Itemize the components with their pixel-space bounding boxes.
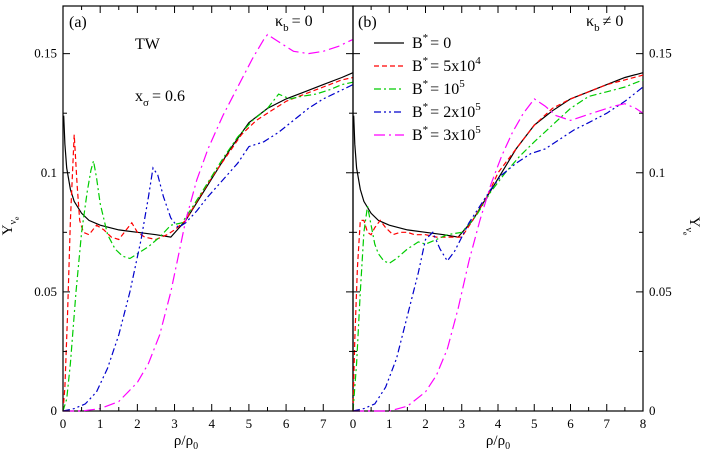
- panel-b-kappa: κb ≠ 0: [586, 13, 623, 34]
- panel-b-x-tick-label-6: 6: [567, 416, 574, 431]
- panel-a-frame: [62, 5, 354, 412]
- panel-a-x-tick-label-3: 3: [171, 416, 178, 431]
- panel-a-ylabel-subsub: e: [12, 216, 21, 220]
- panel-a-y-tick-label-0-1: 0.1: [41, 165, 57, 180]
- panel-a-ylabel-sub: ν: [8, 220, 19, 225]
- panel-b-frame: [352, 5, 644, 412]
- panel-a-y-tick-label-0: 0: [51, 403, 58, 418]
- panel-b-y-axis-title: Yνe: [681, 217, 702, 236]
- panel-b-kappa-base: κ: [586, 13, 594, 30]
- panel-b-xlabel-base: ρ/ρ: [486, 433, 505, 449]
- panel-a-x-ticks: 0 1 2 3 4 5 6 7: [60, 6, 327, 431]
- panel-a-x-tick-label-5: 5: [246, 416, 253, 431]
- panel-b-x-tick-label-5: 5: [531, 416, 538, 431]
- panel-a-series-b-10-5: [62, 81, 354, 412]
- panel-b-x-ticks: 0 1 2 3 4 5 6 7 8: [350, 6, 647, 431]
- panel-a-kappa-sub: b: [283, 22, 289, 34]
- legend-label-b-10-5: B* = 105: [412, 78, 465, 98]
- panel-b-x-tick-label-0: 0: [350, 416, 357, 431]
- panel-b-x-tick-label-2: 2: [422, 416, 429, 431]
- panel-a-label: (a): [69, 14, 87, 31]
- x-sigma-annotation: xσ = 0.6: [135, 88, 185, 109]
- panel-b-x-tick-label-1: 1: [386, 416, 393, 431]
- panel-b-ylabel-sub: ν: [683, 227, 694, 232]
- panel-a-y-tick-label-0-15: 0.15: [34, 46, 57, 61]
- panel-b-kappa-relation: ≠ 0: [603, 13, 624, 30]
- panel-b-series-b-0: [353, 72, 644, 238]
- panel-b-series-b-2x10-5: [352, 86, 644, 412]
- panel-a-kappa: κb = 0: [275, 13, 313, 34]
- panel-b-series-b-10-5: [352, 79, 644, 412]
- legend-label-b-3x10-5: B* = 3x105: [412, 124, 481, 144]
- panel-a-x-axis-title: ρ/ρ0: [174, 433, 198, 452]
- panel-a-x-tick-label-6: 6: [283, 416, 290, 431]
- legend-label-b-2x10-5: B* = 2x105: [412, 101, 481, 121]
- panel-a-series-b-3x10-5: [63, 33, 354, 412]
- panel-b-y-tick-label-0-05: 0.05: [649, 284, 672, 299]
- panel-a-xlabel-base: ρ/ρ: [174, 433, 193, 449]
- panel-a-kappa-relation: = 0: [292, 13, 313, 30]
- x-sigma-sub: σ: [143, 97, 149, 109]
- panel-a-series-b-0: [63, 72, 354, 238]
- panel-b-ylabel-base: Y: [686, 217, 702, 228]
- legend-label-b-5x10-4: B* = 5x104: [412, 55, 481, 75]
- legend: B* = 0 B* = 5x104 B* = 105 B* = 2x105 B* = 3x105: [374, 32, 481, 144]
- panel-a-x-tick-label-2: 2: [134, 416, 141, 431]
- panel-b-label: (b): [358, 14, 377, 31]
- panel-b-x-tick-label-8: 8: [640, 416, 647, 431]
- panel-b-series: [352, 72, 644, 412]
- panel-b-x-tick-label-3: 3: [459, 416, 466, 431]
- panel-a-xlabel-sub: 0: [193, 441, 198, 452]
- panel-a-ylabel-base: Y: [0, 224, 16, 235]
- panel-b-series-b-5x10-4: [352, 74, 644, 412]
- panel-b-y-tick-label-0: 0: [649, 403, 656, 418]
- panel-b-x-tick-label-7: 7: [604, 416, 611, 431]
- panel-b-y-tick-label-0-1: 0.1: [649, 165, 665, 180]
- panel-a-x-tick-label-4: 4: [208, 416, 215, 431]
- panel-a-kappa-base: κ: [275, 13, 283, 30]
- legend-label-b-0: B* = 0: [412, 32, 451, 52]
- panel-a-series-b-5x10-4: [62, 76, 354, 412]
- panel-b-series-b-3x10-5: [353, 98, 644, 412]
- x-sigma-base: x: [135, 88, 143, 105]
- panel-b-kappa-sub: b: [594, 22, 600, 34]
- panel-b-xlabel-sub: 0: [505, 441, 510, 452]
- panel-b-y-ticks: 0 0.05 0.1 0.15: [353, 46, 672, 418]
- panel-b-y-tick-label-0-15: 0.15: [649, 46, 672, 61]
- panel-a-series-b-2x10-5: [62, 84, 354, 412]
- panel-a-series: [62, 33, 354, 412]
- panel-b-x-tick-label-4: 4: [495, 416, 502, 431]
- panel-a-x-tick-label-1: 1: [97, 416, 104, 431]
- panel-a-y-axis-title: Yνe: [0, 216, 21, 235]
- panel-a-y-tick-label-0-05: 0.05: [34, 284, 57, 299]
- panel-a-x-tick-label-7: 7: [320, 416, 327, 431]
- panel-b-x-axis-title: ρ/ρ0: [486, 433, 510, 452]
- panel-b-ylabel-subsub: e: [681, 232, 690, 236]
- model-annotation: TW: [135, 36, 161, 53]
- x-sigma-value: = 0.6: [152, 88, 185, 105]
- panel-a-y-ticks: 0 0.05 0.1 0.15: [34, 46, 353, 418]
- panel-a-x-tick-label-0: 0: [60, 416, 67, 431]
